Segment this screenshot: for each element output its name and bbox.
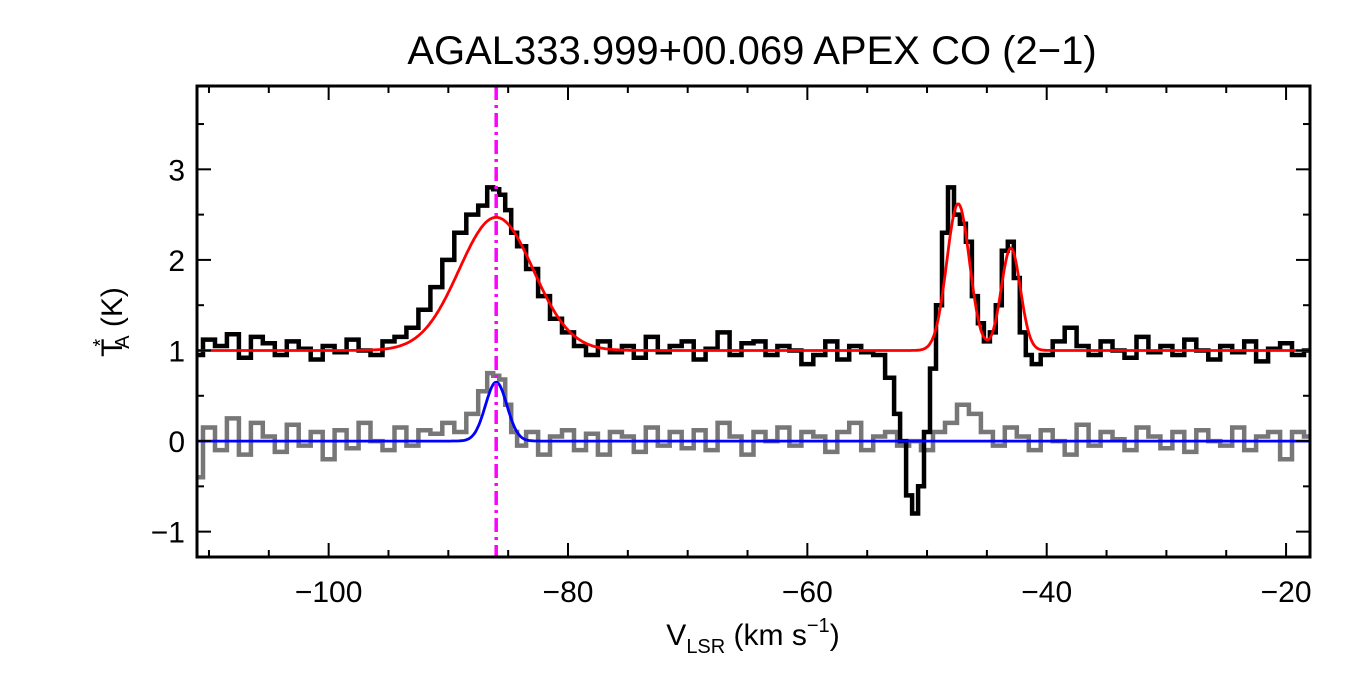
series-line-1 [197, 370, 1310, 480]
chart-title: AGAL333.999+00.069 APEX CO (2−1) [407, 29, 1096, 73]
axis-ticks: −100 −80 −60 −40 −20 −1 0 1 2 3 [151, 86, 1312, 609]
series-line-3 [197, 380, 1310, 443]
x-tick-label: −60 [782, 576, 833, 609]
x-axis-label-sub: LSR [686, 636, 725, 658]
x-tick-label: −100 [295, 576, 363, 609]
series-line-0 [197, 185, 1310, 516]
y-tick-label: 0 [168, 426, 185, 459]
y-axis-label: T*A (K) [90, 287, 134, 357]
plot-frame [195, 84, 1312, 559]
plot-area [197, 86, 1310, 557]
series-line-2 [197, 202, 1310, 352]
y-tick-label: 1 [168, 335, 185, 368]
x-tick-label: −80 [543, 576, 594, 609]
x-axis-label: VLSR (km s−1) [666, 615, 839, 658]
y-tick-label: 3 [168, 154, 185, 187]
x-tick-label: −20 [1261, 576, 1312, 609]
y-axis-label-sub: A [112, 335, 134, 349]
y-axis-label-sup: * [90, 339, 112, 347]
x-axis-label-sup: −1 [807, 615, 830, 637]
y-tick-label: 2 [168, 245, 185, 278]
x-tick-label: −40 [1021, 576, 1072, 609]
y-tick-label: −1 [151, 517, 185, 550]
